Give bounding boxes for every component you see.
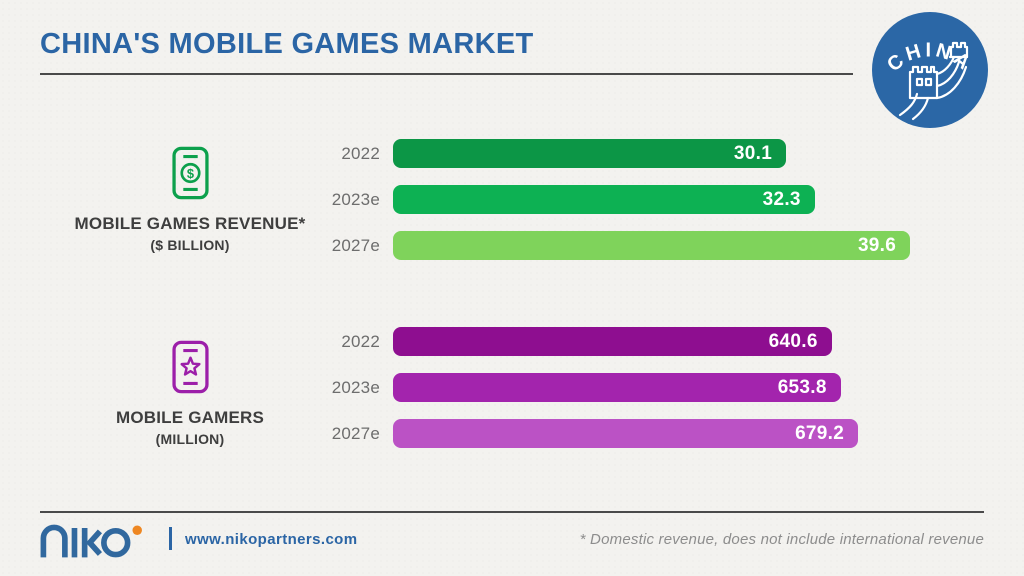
- bar-value-label: 653.8: [777, 376, 827, 398]
- page-title: CHINA'S MOBILE GAMES MARKET: [40, 28, 534, 60]
- category-label: 2022: [341, 143, 380, 163]
- great-wall-icon: [898, 41, 969, 121]
- bar-mobile-games-revenue-2022: 30.1: [393, 139, 787, 168]
- gamers-section-unit: (MILLION): [155, 431, 225, 447]
- bar-mobile-games-revenue-2023e: 32.3: [393, 185, 815, 214]
- bar-mobile-games-revenue-2027e: 39.6: [393, 231, 911, 260]
- bar-mobile-gamers-2022: 640.6: [393, 327, 832, 356]
- footer-separator: [169, 527, 172, 550]
- bar-track: 30.1: [393, 139, 984, 168]
- bar-mobile-gamers-2027e: 679.2: [393, 419, 859, 448]
- category-label: 2022: [341, 331, 380, 351]
- footnote: * Domestic revenue, does not include int…: [579, 531, 984, 548]
- category-label: 2023e: [331, 189, 380, 209]
- revenue-section-unit: ($ BILLION): [150, 237, 230, 253]
- bar-row: 2023e 32.3: [325, 185, 984, 214]
- category-label: 2023e: [331, 377, 380, 397]
- bar-track: 39.6: [393, 231, 984, 260]
- gamers-section-title: MOBILE GAMERS: [115, 408, 265, 427]
- category-label: 2027e: [331, 423, 380, 443]
- bar-row: 2022 30.1: [325, 139, 984, 168]
- category-label: 2027e: [331, 235, 380, 255]
- revenue-bars: 2022 30.1 2023e 32.3 2027e 39.6: [325, 139, 984, 260]
- bar-mobile-gamers-2023e: 653.8: [393, 373, 841, 402]
- niko-logo: [40, 524, 142, 558]
- gamers-bars: 2022 640.6 2023e 653.8 2027e 679.2: [325, 327, 984, 448]
- bar-track: 653.8: [393, 373, 984, 402]
- china-badge: CHINA: [872, 12, 988, 128]
- china-badge-graphic: CHINA: [872, 12, 988, 128]
- bar-value-label: 30.1: [733, 142, 773, 164]
- revenue-section-title: MOBILE GAMES REVENUE*: [74, 214, 306, 233]
- bar-row: 2022 640.6: [325, 327, 984, 356]
- bar-row: 2023e 653.8: [325, 373, 984, 402]
- bar-track: 679.2: [393, 419, 984, 448]
- phone-dollar-icon: $: [171, 146, 209, 200]
- bar-row: 2027e 679.2: [325, 419, 984, 448]
- gamers-label-block: MOBILE GAMERS (MILLION): [70, 340, 310, 447]
- title-divider: [40, 73, 853, 75]
- bar-value-label: 39.6: [857, 234, 897, 256]
- website-link[interactable]: www.nikopartners.com: [185, 531, 358, 548]
- footer-divider: [40, 511, 984, 513]
- revenue-label-block: $ MOBILE GAMES REVENUE* ($ BILLION): [70, 146, 310, 253]
- phone-star-icon: [171, 340, 209, 394]
- bar-row: 2027e 39.6: [325, 231, 984, 260]
- bar-value-label: 640.6: [768, 330, 818, 352]
- dollar-symbol: $: [186, 166, 193, 181]
- bar-value-label: 32.3: [762, 188, 801, 210]
- bar-track: 640.6: [393, 327, 984, 356]
- bar-track: 32.3: [393, 185, 984, 214]
- logo-orange-dot: [132, 525, 142, 536]
- bar-value-label: 679.2: [795, 422, 845, 444]
